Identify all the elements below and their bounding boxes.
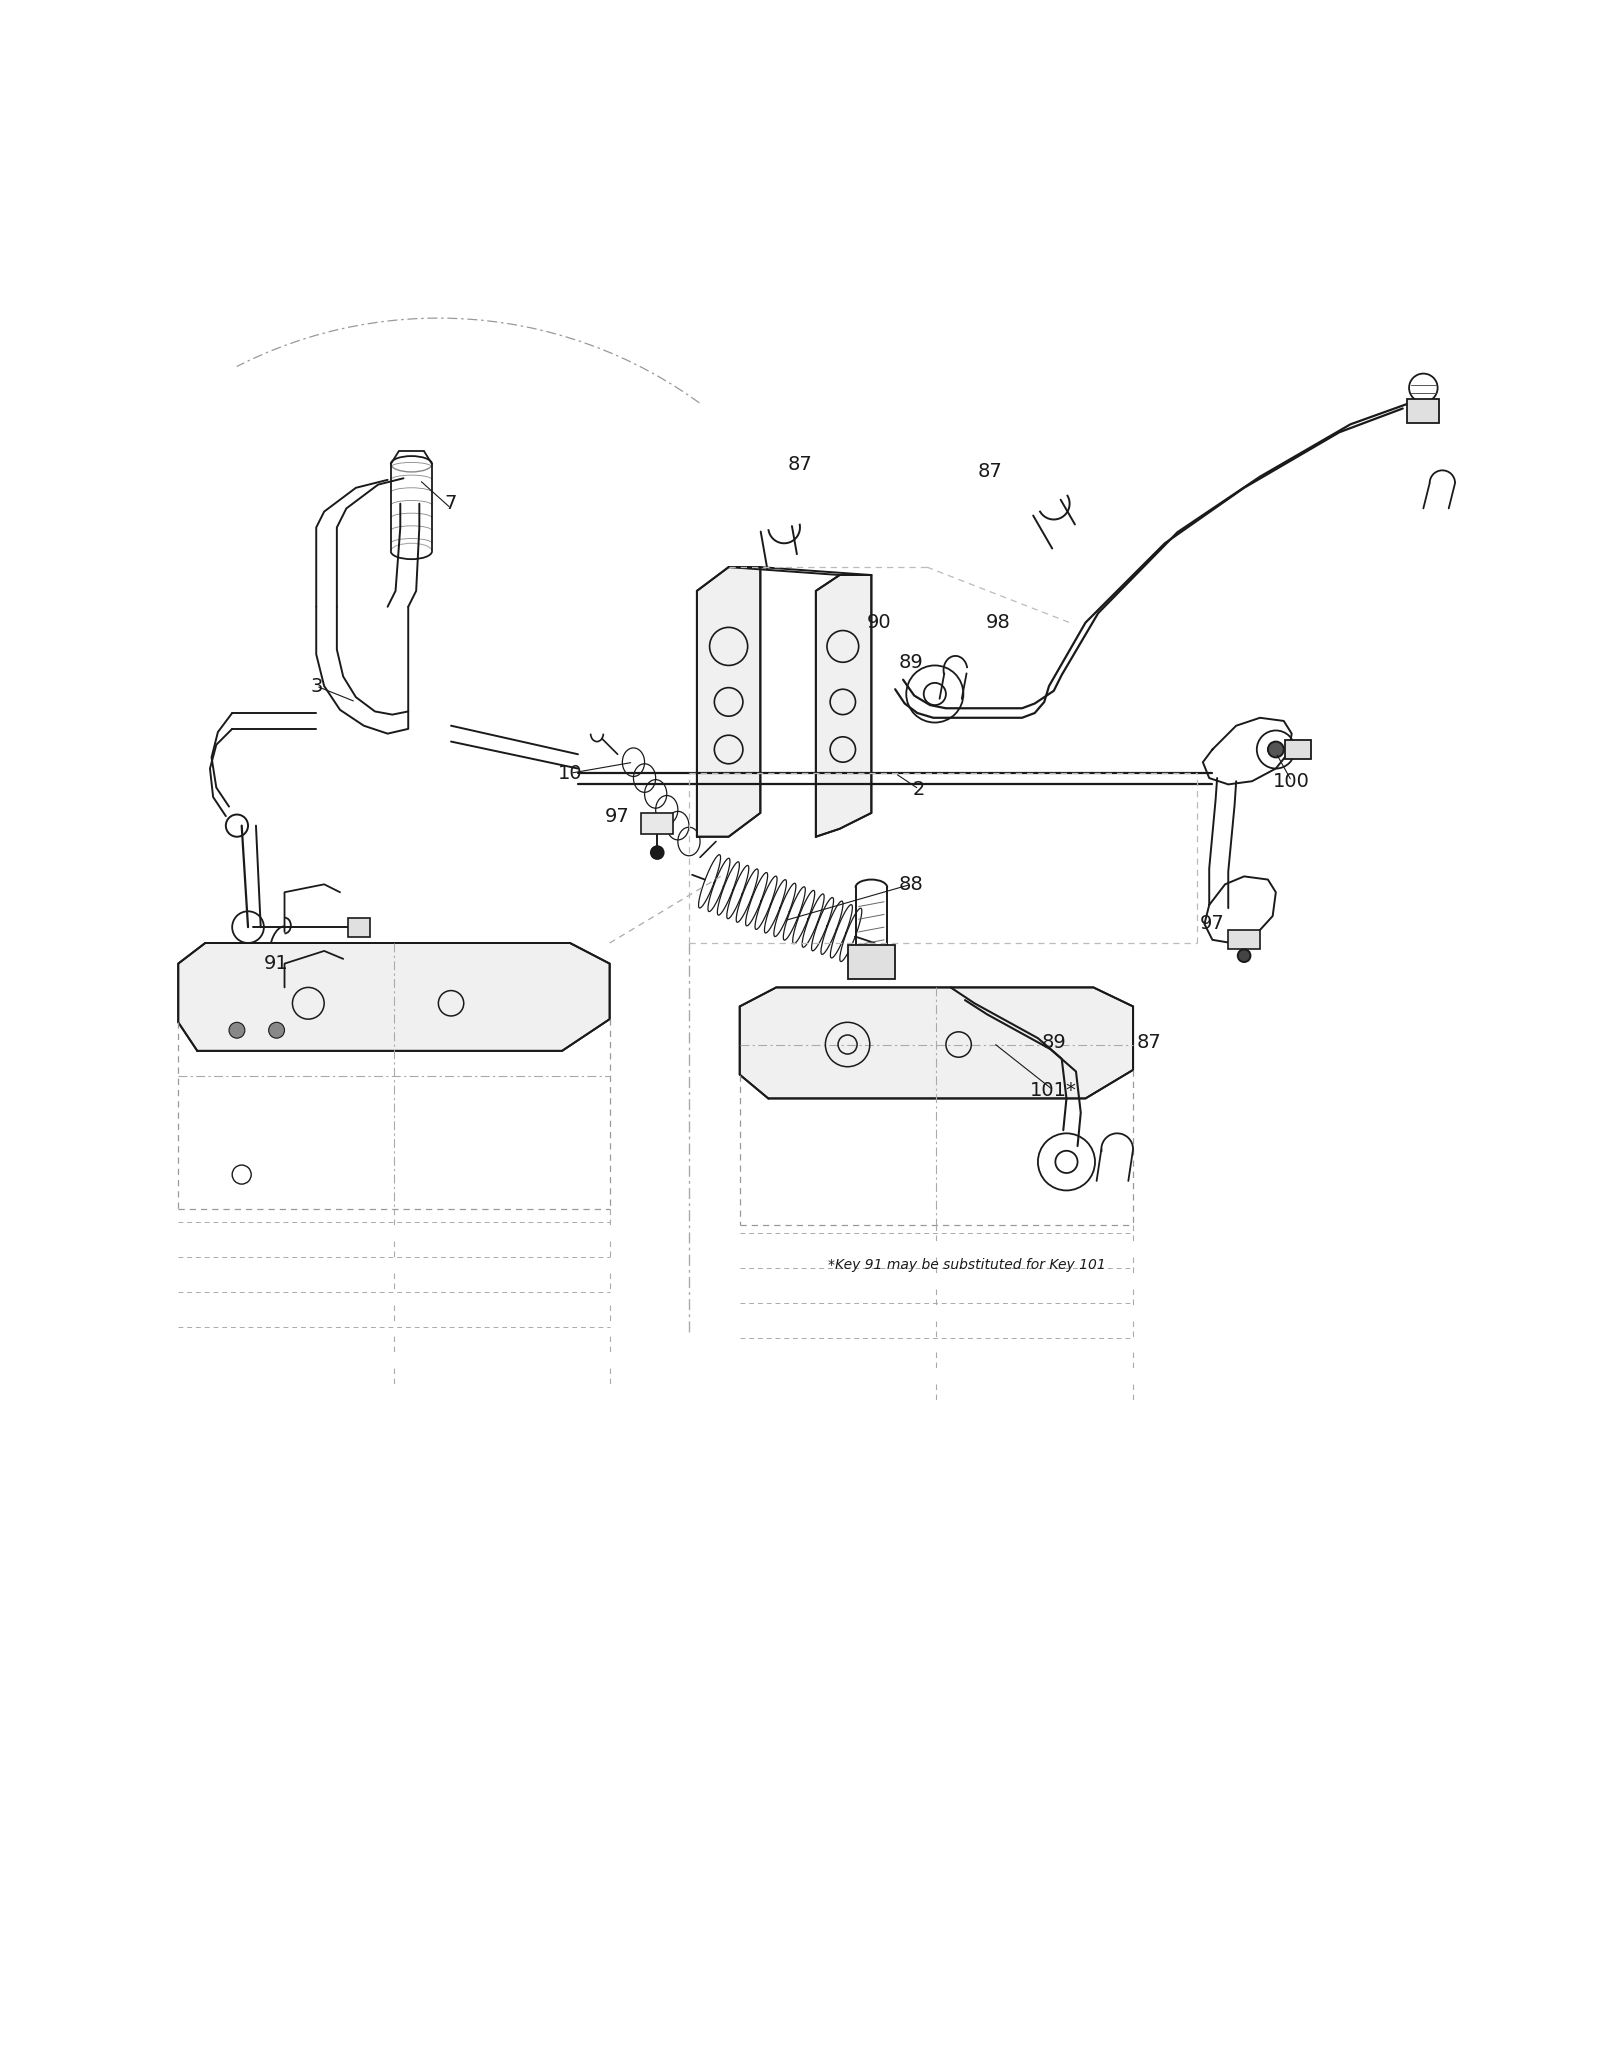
Polygon shape xyxy=(739,987,1133,1099)
Bar xyxy=(1285,739,1310,760)
Text: 91: 91 xyxy=(264,954,290,973)
Circle shape xyxy=(269,1023,285,1039)
Text: *Key 91 may be substituted for Key 101: *Key 91 may be substituted for Key 101 xyxy=(827,1259,1106,1271)
Text: 87: 87 xyxy=(978,462,1003,482)
Circle shape xyxy=(1267,741,1283,758)
Text: 101*: 101* xyxy=(1030,1081,1077,1099)
Bar xyxy=(642,814,674,834)
Text: 88: 88 xyxy=(899,876,923,894)
Polygon shape xyxy=(816,575,872,836)
Text: 100: 100 xyxy=(1274,772,1310,791)
Circle shape xyxy=(651,847,664,859)
Circle shape xyxy=(1238,950,1251,963)
Text: 7: 7 xyxy=(445,495,458,513)
Text: 89: 89 xyxy=(1042,1033,1066,1052)
Text: 10: 10 xyxy=(558,764,582,782)
Text: 97: 97 xyxy=(1200,915,1224,934)
Bar xyxy=(347,917,370,936)
Text: 98: 98 xyxy=(986,613,1011,631)
Text: 2: 2 xyxy=(912,780,925,799)
Text: 90: 90 xyxy=(867,613,891,631)
Text: 89: 89 xyxy=(899,652,923,673)
Text: 87: 87 xyxy=(787,455,813,474)
Text: 87: 87 xyxy=(1136,1033,1162,1052)
Bar xyxy=(848,944,894,979)
Text: 3: 3 xyxy=(310,677,323,696)
Text: 97: 97 xyxy=(605,807,630,826)
Polygon shape xyxy=(178,944,610,1052)
Bar xyxy=(1408,400,1440,422)
Polygon shape xyxy=(698,567,760,836)
Circle shape xyxy=(229,1023,245,1039)
Bar xyxy=(1229,929,1259,950)
